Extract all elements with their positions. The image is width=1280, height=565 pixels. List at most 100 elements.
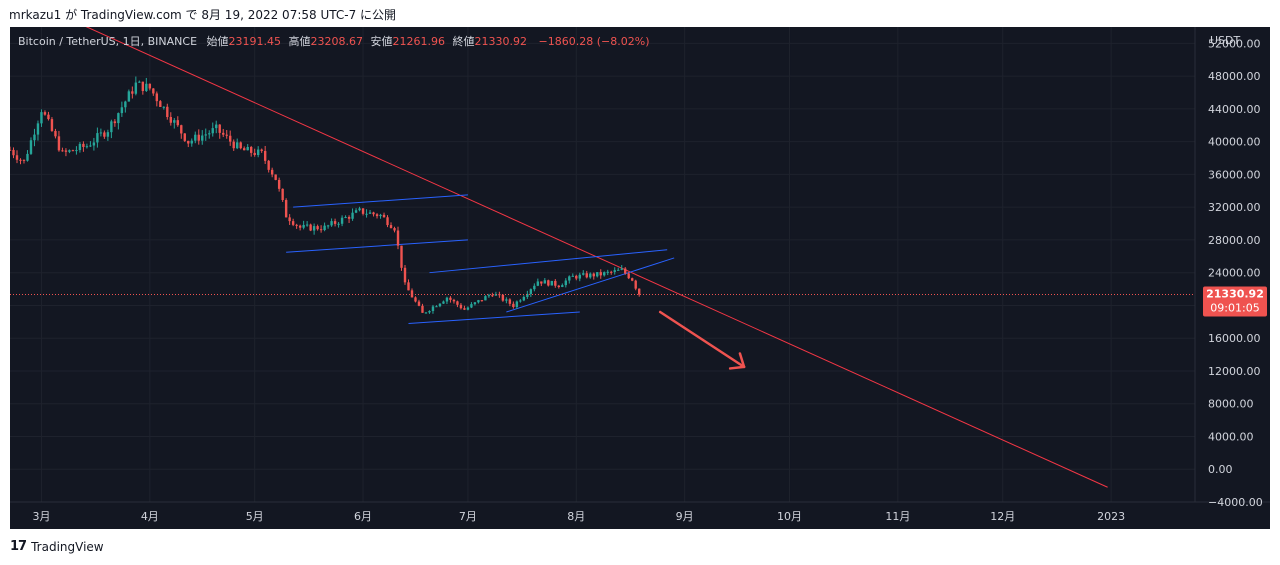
candle-body — [229, 135, 232, 142]
candle-body — [634, 280, 637, 289]
tradingview-logo-icon[interactable]: 17 — [10, 539, 27, 554]
candle-body — [386, 217, 389, 226]
y-tick-label: 52000.00 — [1208, 37, 1261, 50]
candle-body — [263, 150, 267, 161]
candle-body — [75, 150, 78, 152]
drawing-layer — [41, 6, 1108, 488]
symbol-legend[interactable]: Bitcoin / TetherUS, 1日, BINANCE 始値23191.… — [18, 34, 650, 48]
candlestick-chart[interactable]: 52000.00 48000.00 44000.00 40000.00 36000.00… — [8, 6, 1270, 529]
candle-body — [396, 230, 400, 246]
candle-body — [190, 140, 193, 144]
candle-body — [442, 301, 445, 304]
high-value: 23208.67 — [311, 35, 364, 48]
candle-body — [361, 208, 365, 214]
upper-channel-1[interactable] — [293, 194, 468, 208]
lower-channel-1[interactable] — [286, 239, 468, 253]
x-tick-label: 5月 — [246, 510, 264, 523]
candle-body — [103, 132, 106, 137]
candle-body — [568, 276, 571, 281]
candle-body — [519, 300, 522, 302]
candle-body — [487, 295, 491, 297]
footer: 17 TradingView — [10, 539, 104, 554]
x-tick-label: 10月 — [777, 510, 802, 523]
candle-body — [260, 149, 263, 151]
candle-body — [596, 272, 599, 277]
candle-body — [312, 226, 316, 231]
candle-body — [295, 224, 298, 226]
y-tick-label: 16000.00 — [1208, 332, 1261, 345]
candle-body — [473, 302, 477, 305]
close-label: 終値 — [453, 34, 475, 48]
candle-body — [470, 304, 473, 308]
candle-body — [554, 280, 557, 286]
candle-body — [180, 125, 183, 134]
low-label: 安値 — [371, 34, 393, 48]
candle-body — [225, 134, 228, 136]
candle-body — [620, 268, 623, 270]
candle-body — [585, 273, 588, 278]
candle-body — [19, 159, 22, 161]
high-label: 高値 — [289, 34, 311, 48]
candle-body — [61, 150, 64, 152]
lower-channel-2[interactable] — [408, 311, 580, 324]
x-tick-label: 4月 — [141, 510, 159, 523]
candle-body — [480, 300, 484, 302]
candle-body — [249, 147, 253, 153]
candle-body — [375, 214, 379, 217]
candle-body — [15, 155, 19, 160]
y-tick-label: −4000.00 — [1208, 496, 1263, 509]
candle-body — [124, 101, 127, 108]
candle-body — [592, 273, 595, 277]
upper-channel-2[interactable] — [429, 249, 668, 274]
candle-body — [201, 135, 204, 141]
candle-body — [606, 271, 609, 273]
footer-brand[interactable]: TradingView — [31, 539, 104, 554]
candle-body — [438, 303, 442, 307]
candle-body — [243, 148, 246, 151]
candle-body — [323, 225, 326, 231]
candle-body — [319, 229, 323, 231]
candle-body — [277, 179, 281, 189]
candle-body — [99, 132, 103, 134]
candle-body — [400, 245, 403, 268]
candle-body — [291, 221, 295, 225]
candle-body — [536, 281, 540, 286]
candle-body — [40, 112, 43, 124]
candle-body — [169, 117, 172, 123]
candle-body — [120, 107, 124, 114]
candle-body — [389, 225, 393, 229]
candle-body — [47, 114, 50, 120]
candle-body — [491, 295, 494, 297]
y-tick-label: 48000.00 — [1208, 70, 1261, 83]
y-tick-label: 24000.00 — [1208, 267, 1261, 280]
candle-body — [246, 147, 249, 151]
candle-body — [8, 149, 12, 151]
candle-body — [113, 121, 117, 124]
candle-body — [12, 149, 15, 156]
candle-body — [340, 217, 344, 224]
candle-body — [187, 140, 190, 144]
candle-body — [428, 311, 431, 313]
down-arrow-icon[interactable] — [658, 310, 746, 370]
candle-body — [379, 214, 382, 217]
y-tick-label: 40000.00 — [1208, 136, 1261, 149]
rising-wedge-line[interactable] — [506, 257, 675, 313]
candle-body — [414, 297, 417, 302]
symbol-name: Bitcoin / TetherUS, 1日, BINANCE — [18, 35, 197, 48]
candle-body — [505, 299, 508, 301]
candle-body — [141, 81, 145, 91]
candle-body — [281, 188, 284, 201]
candle-body — [131, 91, 134, 94]
descending-trendline[interactable] — [41, 6, 1108, 488]
candle-body — [274, 174, 277, 180]
candle-body — [89, 145, 92, 147]
chart-frame[interactable]: 52000.00 48000.00 44000.00 40000.00 36000.00… — [8, 6, 1270, 529]
candle-body — [557, 285, 561, 287]
candle-body — [456, 301, 459, 305]
candle-body — [449, 297, 452, 300]
candle-body — [624, 268, 627, 274]
candle-body — [435, 306, 438, 308]
open-label: 始値 — [207, 34, 229, 48]
candle-body — [127, 91, 131, 102]
candle-body — [417, 301, 421, 306]
